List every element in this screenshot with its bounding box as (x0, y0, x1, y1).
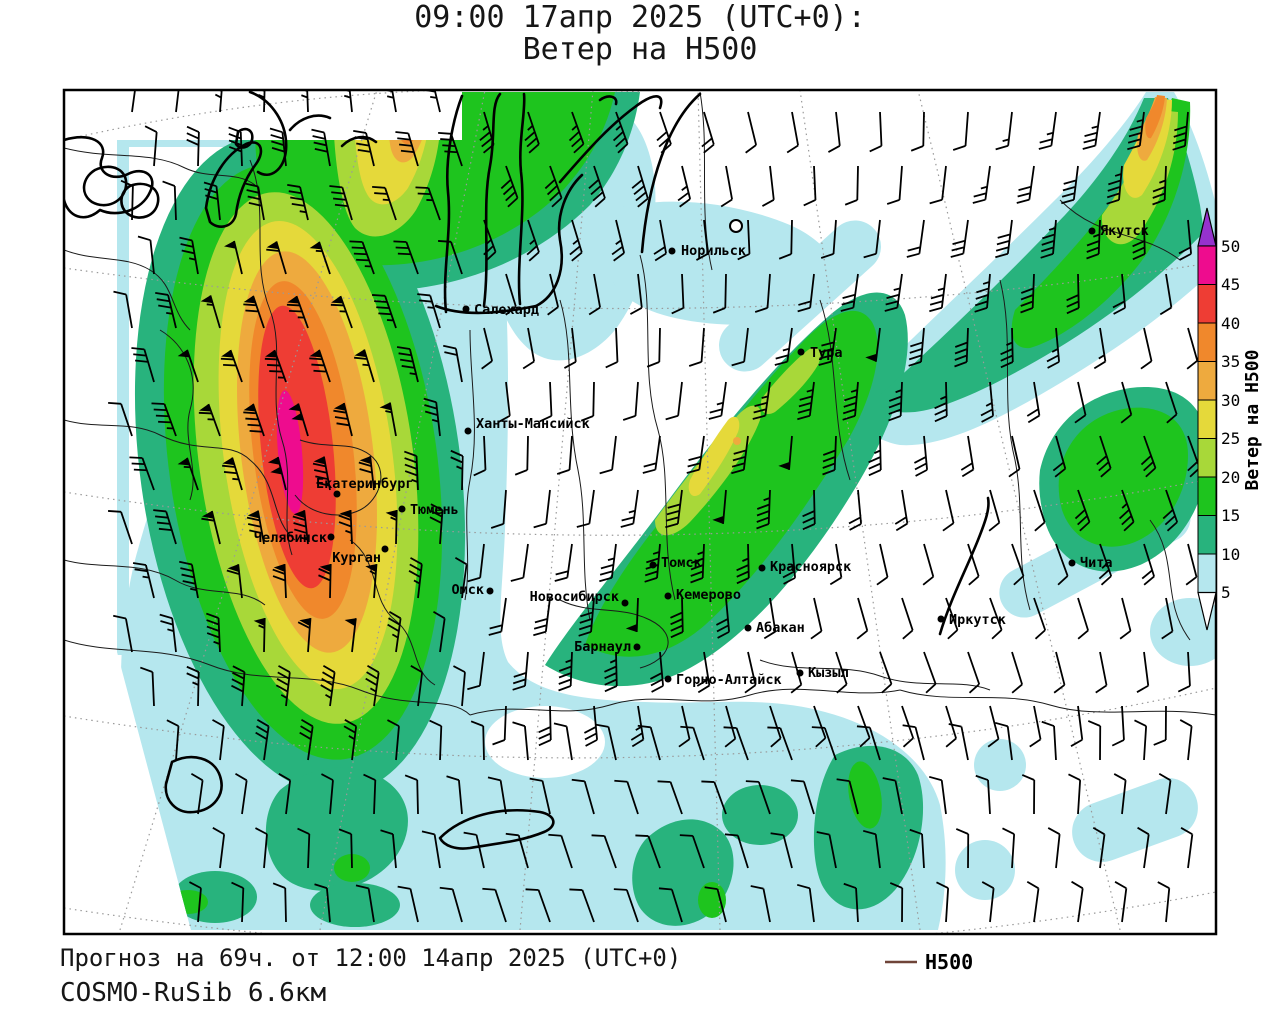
colorbar-tick-label: 40 (1221, 314, 1240, 333)
city-label: Тюмень (410, 502, 459, 518)
city-marker-kyzyl: Кызыл (796, 665, 849, 681)
colorbar-tick-label: 5 (1221, 583, 1231, 602)
city-label: Кызыл (808, 665, 849, 681)
city-marker-barnaul: Барнаул (574, 639, 641, 655)
city-marker-khanty-mansiysk: Ханты-Мансийск (464, 416, 590, 435)
city-label: Кемерово (676, 587, 741, 603)
city-label: Салехард (474, 302, 539, 318)
page-title: 09:00 17апр 2025 (UTC+0): Ветер на H500 (0, 2, 1280, 66)
title-line-2: Ветер на H500 (522, 32, 758, 67)
city-marker-tura: Тура (797, 345, 843, 361)
title-line-1: 09:00 17апр 2025 (UTC+0): (414, 0, 866, 35)
city-label: Екатеринбург (316, 476, 414, 492)
city-marker-yakutsk: Якутск (1088, 223, 1149, 239)
city-label: Горно-Алтайск (676, 672, 782, 688)
city-label: Барнаул (574, 639, 631, 655)
city-marker-kemerovo: Кемерово (664, 587, 741, 603)
colorbar: 50 45 40 35 30 25 20 15 10 5 Ветер на H5… (1197, 207, 1263, 631)
city-marker-tyumen: Тюмень (398, 502, 459, 518)
city-marker-irkutsk: Иркутск (937, 612, 1006, 628)
city-marker-tomsk: Томск (649, 555, 702, 571)
colorbar-tick-label: 45 (1221, 275, 1240, 294)
legend: H500 (885, 950, 973, 974)
legend-label: H500 (925, 950, 973, 974)
colorbar-tick-label: 25 (1221, 429, 1240, 448)
model-info-line: COSMO-RuSib 6.6км (60, 978, 327, 1008)
cities-layer: Норильск Салехард Тура Ханты-Мансийск Ек… (254, 223, 1149, 688)
city-label: Новосибирск (530, 589, 619, 605)
city-marker-kurgan: Курган (332, 545, 389, 566)
city-label: Чита (1080, 555, 1113, 571)
city-marker-krasnoyarsk: Красноярск (758, 559, 851, 575)
colorbar-tick-label: 15 (1221, 506, 1240, 525)
city-label: Тура (810, 345, 843, 361)
city-marker-norilsk: Норильск (668, 243, 746, 259)
city-label: Томск (661, 555, 702, 571)
colorbar-arrow-bottom (1197, 591, 1217, 631)
city-label: Якутск (1100, 223, 1149, 239)
city-marker-ekaterinburg: Екатеринбург (316, 476, 414, 498)
colorbar-tick-label: 10 (1221, 545, 1240, 564)
coastline-layer (64, 90, 990, 850)
city-marker-gorno-altaysk: Горно-Алтайск (664, 672, 782, 688)
city-marker-salekhard: Салехард (462, 302, 539, 318)
city-label: Курган (332, 550, 381, 566)
colorbar-tick-label: 20 (1221, 468, 1240, 487)
colorbar-tick-label: 35 (1221, 352, 1240, 371)
city-label: Красноярск (770, 559, 851, 575)
wind-speed-field-layer (117, 92, 1216, 930)
city-label: Иркутск (949, 612, 1006, 628)
city-label: Омск (451, 582, 484, 598)
city-marker-abakan: Абакан (744, 620, 805, 636)
city-label: Норильск (681, 243, 746, 259)
colorbar-tick-label: 50 (1221, 237, 1240, 256)
city-marker-chelyabinsk: Челябинск (254, 530, 335, 546)
colorbar-tick-label: 30 (1221, 391, 1240, 410)
wind-barbs-layer (108, 90, 1201, 923)
city-label: Абакан (756, 620, 805, 636)
colorbar-unit-label: Ветер на H500 (1242, 350, 1263, 491)
city-marker-chita: Чита (1068, 555, 1113, 571)
city-marker-novosibirsk: Новосибирск (530, 589, 629, 607)
city-label: Челябинск (254, 530, 327, 546)
city-label: Ханты-Мансийск (476, 416, 590, 432)
city-marker-omsk: Омск (451, 582, 494, 598)
forecast-info-line: Прогноз на 69ч. от 12:00 14апр 2025 (UTC… (60, 944, 682, 972)
